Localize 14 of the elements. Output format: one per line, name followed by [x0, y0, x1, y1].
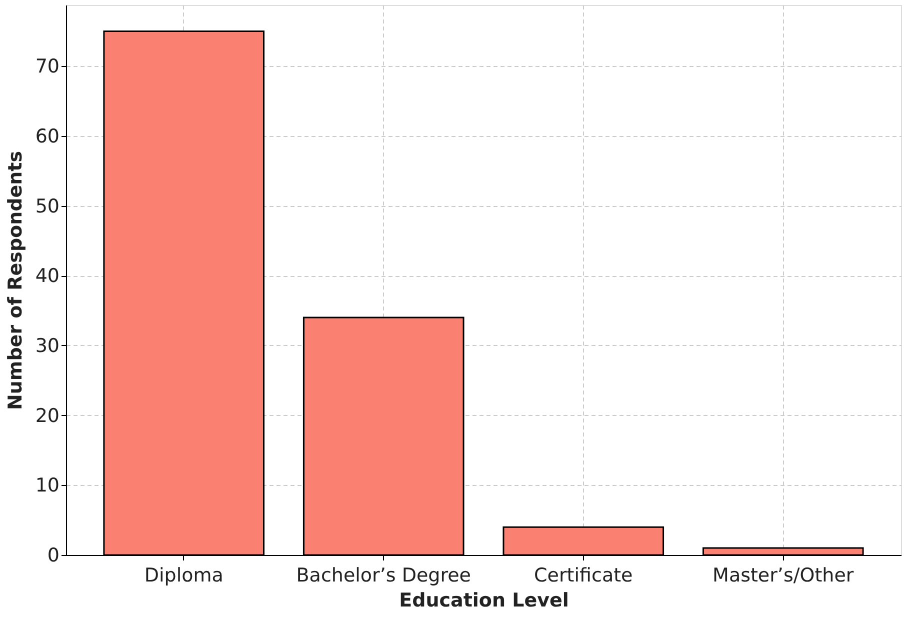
y-tick-label: 40 — [35, 265, 60, 288]
y-tick-label: 0 — [47, 544, 60, 566]
y-tick-label: 20 — [35, 404, 60, 427]
x-axis-title: Education Level — [399, 590, 569, 612]
x-tick-label: Master’s/Other — [712, 564, 854, 586]
x-tick-label: Diploma — [144, 564, 224, 586]
x-tick-label: Bachelor’s Degree — [296, 564, 471, 586]
y-tick-label: 10 — [35, 474, 60, 497]
y-axis-title: Number of Respondents — [4, 150, 26, 410]
y-tick-label: 50 — [35, 195, 60, 218]
x-tick-label: Certificate — [534, 564, 633, 586]
y-tick-label: 70 — [35, 56, 60, 78]
y-tick-label: 60 — [35, 125, 60, 148]
y-tick-label: 30 — [35, 334, 60, 357]
